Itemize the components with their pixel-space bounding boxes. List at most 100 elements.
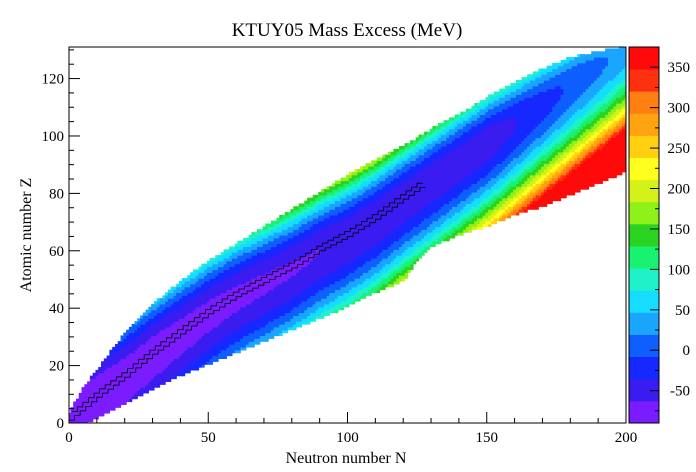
heatmap-cell	[418, 214, 422, 219]
heatmap-cell	[312, 295, 317, 299]
heatmap-cell	[357, 237, 361, 242]
heatmap-cell	[140, 332, 144, 337]
heatmap-cell	[209, 266, 214, 271]
heatmap-cell	[259, 280, 264, 285]
heatmap-cell	[145, 321, 149, 325]
heatmap-cell	[117, 387, 122, 391]
heatmap-cell	[351, 180, 356, 184]
heatmap-cell	[323, 243, 328, 248]
heatmap-cell	[340, 280, 344, 285]
heatmap-cell	[140, 323, 144, 328]
heatmap-cell	[248, 235, 253, 239]
heatmap-cell	[106, 375, 110, 380]
heatmap-cell	[365, 177, 369, 182]
heatmap-cell	[251, 326, 255, 331]
heatmap-cell	[446, 203, 450, 207]
heatmap-cell	[371, 226, 375, 230]
heatmap-cell	[89, 392, 94, 397]
heatmap-cell	[399, 255, 403, 259]
heatmap-cell	[273, 323, 278, 328]
heatmap-cell	[184, 349, 188, 354]
heatmap-cell	[173, 303, 177, 308]
heatmap-cell	[321, 237, 325, 242]
heatmap-cell	[256, 252, 261, 256]
heatmap-cell	[117, 358, 122, 362]
heatmap-cell	[237, 303, 241, 308]
heatmap-cell	[176, 344, 180, 348]
heatmap-cell	[343, 186, 347, 190]
heatmap-cell	[287, 220, 292, 225]
heatmap-cell	[451, 232, 456, 236]
heatmap-cell	[323, 206, 328, 210]
heatmap-cell	[373, 177, 378, 182]
heatmap-cell	[357, 171, 361, 176]
heatmap-cell	[234, 252, 239, 256]
heatmap-cell	[243, 346, 247, 351]
heatmap-cell	[385, 252, 389, 256]
heatmap-cell	[371, 217, 375, 222]
heatmap-cell	[248, 332, 253, 337]
heatmap-cell	[449, 197, 453, 202]
heatmap-cell	[140, 372, 144, 377]
heatmap-cell	[173, 372, 177, 377]
heatmap-cell	[114, 344, 119, 348]
heatmap-cell	[226, 312, 230, 316]
heatmap-cell	[184, 361, 188, 365]
heatmap-cell	[334, 286, 339, 291]
heatmap-cell	[301, 295, 305, 299]
heatmap-cell	[153, 384, 158, 388]
heatmap-cell	[426, 223, 431, 227]
heatmap-cell	[137, 378, 141, 382]
heatmap-cell	[318, 209, 322, 213]
heatmap-cell	[418, 174, 422, 179]
heatmap-cell	[192, 326, 197, 331]
heatmap-cell	[284, 220, 289, 225]
heatmap-cell	[173, 298, 177, 302]
heatmap-cell	[245, 321, 250, 325]
heatmap-cell	[424, 140, 428, 144]
heatmap-cell	[265, 312, 269, 316]
heatmap-cell	[223, 280, 227, 285]
heatmap-cell	[304, 249, 308, 253]
heatmap-cell	[156, 375, 161, 380]
heatmap-cell	[153, 367, 158, 371]
heatmap-cell	[379, 174, 383, 179]
heatmap-cell	[334, 226, 339, 230]
heatmap-cell	[443, 151, 447, 156]
heatmap-cell	[282, 303, 286, 308]
heatmap-cell	[295, 286, 300, 291]
heatmap-cell	[231, 326, 236, 331]
heatmap-cell	[346, 266, 350, 271]
heatmap-cell	[245, 272, 250, 276]
heatmap-cell	[438, 200, 442, 205]
heatmap-cell	[243, 341, 247, 345]
heatmap-cell	[410, 191, 414, 196]
heatmap-cell	[309, 280, 314, 285]
heatmap-cell	[273, 312, 278, 316]
heatmap-cell	[421, 163, 425, 167]
heatmap-cell	[179, 301, 183, 305]
heatmap-cell	[348, 217, 353, 222]
heatmap-cell	[334, 194, 339, 199]
heatmap-cell	[106, 407, 110, 411]
heatmap-cell	[301, 229, 305, 233]
heatmap-cell	[329, 191, 333, 196]
heatmap-cell	[254, 232, 258, 236]
heatmap-cell	[390, 278, 395, 282]
heatmap-cell	[438, 160, 442, 164]
heatmap-cell	[387, 223, 392, 227]
heatmap-cell	[134, 332, 138, 337]
heatmap-cell	[362, 232, 367, 236]
heatmap-cell	[440, 166, 445, 170]
heatmap-cell	[176, 283, 180, 288]
heatmap-cell	[190, 283, 194, 288]
heatmap-cell	[379, 197, 383, 202]
heatmap-cell	[440, 177, 445, 182]
heatmap-cell	[348, 243, 353, 248]
heatmap-cell	[351, 263, 356, 268]
heatmap-cell	[346, 249, 350, 253]
heatmap-cell	[362, 186, 367, 190]
heatmap-cell	[295, 243, 300, 248]
heatmap-cell	[432, 128, 436, 133]
heatmap-cell	[273, 318, 278, 322]
